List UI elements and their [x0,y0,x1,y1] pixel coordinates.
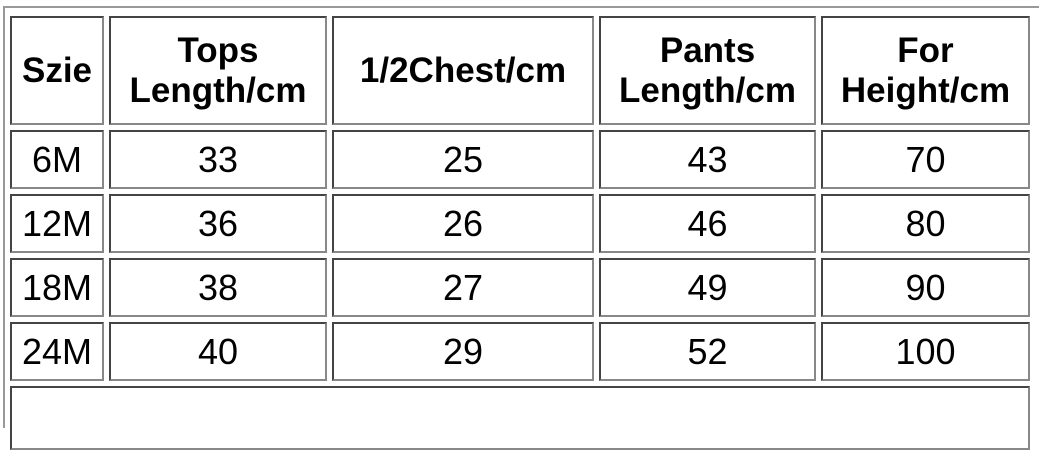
cell-size: 18M [10,258,104,317]
cell-size: 12M [10,194,104,253]
cell-pants-length: 52 [599,322,816,381]
header-row: Szie Tops Length/cm 1/2Chest/cm Pants Le… [10,16,1030,125]
cell-size: 24M [10,322,104,381]
cell-size: 6M [10,130,104,189]
header-tops-length: Tops Length/cm [109,16,327,125]
note-cell [10,386,1030,450]
cell-half-chest: 27 [332,258,594,317]
header-size: Szie [10,16,104,125]
table-row: 18M 38 27 49 90 [10,258,1030,317]
cell-pants-length: 43 [599,130,816,189]
table-row: 24M 40 29 52 100 [10,322,1030,381]
note-row [10,386,1030,450]
cell-for-height: 70 [821,130,1030,189]
cell-tops-length: 36 [109,194,327,253]
table-row: 12M 36 26 46 80 [10,194,1030,253]
page-frame [3,6,1039,428]
cell-half-chest: 25 [332,130,594,189]
cell-for-height: 80 [821,194,1030,253]
header-for-height: For Height/cm [821,16,1030,125]
cell-pants-length: 46 [599,194,816,253]
cell-pants-length: 49 [599,258,816,317]
cell-half-chest: 26 [332,194,594,253]
cell-half-chest: 29 [332,322,594,381]
cell-for-height: 90 [821,258,1030,317]
cell-tops-length: 38 [109,258,327,317]
cell-tops-length: 40 [109,322,327,381]
table-row: 6M 33 25 43 70 [10,130,1030,189]
header-half-chest: 1/2Chest/cm [332,16,594,125]
header-pants-length: Pants Length/cm [599,16,816,125]
cell-for-height: 100 [821,322,1030,381]
cell-tops-length: 33 [109,130,327,189]
size-chart-table: Szie Tops Length/cm 1/2Chest/cm Pants Le… [5,11,1035,455]
